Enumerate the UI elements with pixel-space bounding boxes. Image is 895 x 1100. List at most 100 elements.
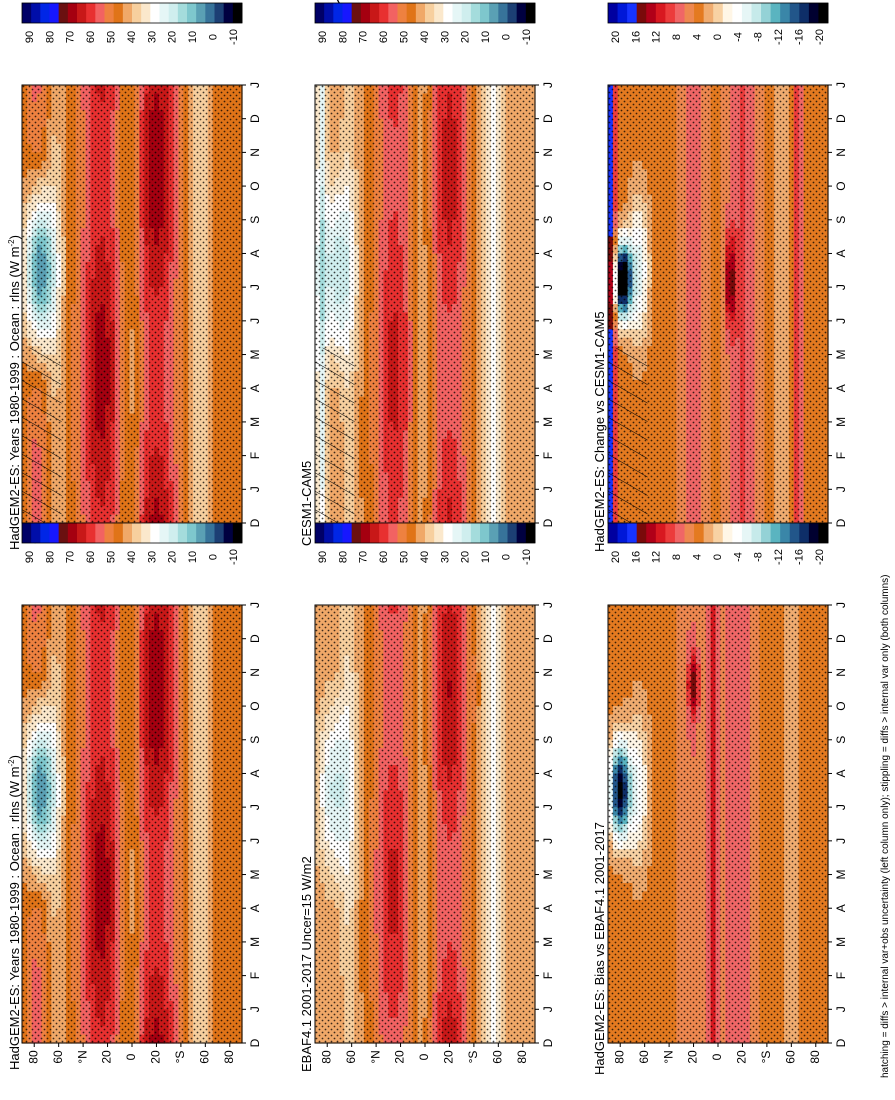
colorbar-label: 10: [187, 31, 199, 43]
x-tick-label: A: [248, 904, 262, 912]
colorbar-label: 20: [167, 31, 179, 43]
colorbar-label: 40: [126, 31, 138, 43]
colorbar-swatch: [31, 523, 41, 543]
colorbar-swatch: [159, 523, 170, 543]
x-tick-label: F: [248, 972, 262, 979]
x-tick-label: S: [248, 736, 262, 744]
colorbar-swatch: [22, 3, 32, 23]
x-tick-label: S: [248, 216, 262, 224]
colorbar-label: 90: [24, 551, 36, 563]
x-tick-label: A: [248, 769, 262, 777]
colorbar-label: 0: [208, 554, 220, 560]
colorbar-swatch: [104, 523, 115, 543]
colorbar-swatch: [150, 523, 160, 543]
colorbar-swatch: [187, 523, 197, 543]
colorbar-swatch: [177, 523, 188, 543]
y-tick-label: 80: [222, 1050, 236, 1064]
colorbar-swatch: [113, 3, 124, 23]
x-tick-label: J: [248, 838, 262, 844]
colorbar-label: 70: [65, 31, 77, 43]
colorbar-swatch: [168, 523, 179, 543]
colorbar-swatch: [177, 3, 188, 23]
colorbar-swatch: [196, 3, 206, 23]
y-tick-label: °S: [173, 1051, 187, 1064]
colorbar-swatch: [86, 523, 96, 543]
x-tick-label: J: [248, 486, 262, 492]
y-tick-label: 60: [198, 1050, 212, 1064]
x-tick-label: J: [248, 804, 262, 810]
colorbar-swatch: [132, 3, 142, 23]
colorbar-swatch: [168, 3, 179, 23]
x-tick-label: D: [248, 634, 262, 643]
x-tick-label: N: [248, 148, 262, 157]
colorbar-label: 50: [106, 551, 118, 563]
colorbar-swatch: [150, 3, 160, 23]
colorbar-swatch: [77, 3, 87, 23]
colorbar-swatch: [187, 3, 197, 23]
colorbar-swatch: [95, 523, 105, 543]
x-tick-label: J: [248, 318, 262, 324]
colorbar-swatch: [49, 523, 60, 543]
x-tick-label: O: [248, 181, 262, 190]
y-tick-label: 20: [149, 1050, 163, 1064]
colorbar-swatch: [196, 523, 206, 543]
x-tick-label: J: [248, 82, 262, 88]
colorbar-swatch: [214, 523, 225, 543]
x-tick-label: O: [248, 701, 262, 710]
colorbar-label: 70: [65, 551, 77, 563]
colorbar-label: 0: [208, 34, 220, 40]
colorbar-swatch: [232, 3, 243, 23]
x-tick-label: J: [248, 602, 262, 608]
colorbar-swatch: [49, 3, 60, 23]
x-tick-label: M: [248, 417, 262, 427]
colorbar-swatch: [40, 523, 50, 543]
y-tick-label: °N: [75, 1050, 89, 1063]
y-tick-label: 20: [100, 1050, 114, 1064]
x-tick-label: M: [248, 937, 262, 947]
colorbar-swatch: [67, 3, 78, 23]
colorbar-swatch: [141, 523, 151, 543]
stipple-overlay: [22, 605, 242, 1043]
colorbar-swatch: [232, 523, 243, 543]
y-tick-label: 80: [26, 1050, 40, 1064]
colorbar-swatch: [95, 3, 105, 23]
colorbar-swatch: [67, 523, 78, 543]
colorbar-label: 80: [44, 31, 56, 43]
colorbar-swatch: [141, 3, 151, 23]
colorbar-label: 60: [85, 31, 97, 43]
colorbar-swatch: [104, 3, 115, 23]
colorbar-swatch: [113, 523, 124, 543]
colorbar-swatch: [86, 3, 96, 23]
colorbar-swatch: [214, 3, 225, 23]
x-tick-label: D: [248, 518, 262, 527]
colorbar-swatch: [22, 523, 32, 543]
colorbar-frame: [21, 2, 243, 24]
x-tick-label: D: [248, 114, 262, 123]
colorbar-swatch: [58, 523, 69, 543]
panel-a-title: HadGEM2-ES: Years 1980-1999 : Ocean : rl…: [0, 0, 374, 4]
colorbar-swatch: [159, 3, 170, 23]
colorbar-swatch: [223, 523, 234, 543]
colorbar-label: 20: [167, 551, 179, 563]
x-tick-label: J: [248, 284, 262, 290]
colorbar-label: 50: [106, 31, 118, 43]
colorbar-swatch: [223, 3, 234, 23]
colorbar-label: 80: [44, 551, 56, 563]
colorbar-swatch: [77, 523, 87, 543]
y-tick-label: 60: [51, 1050, 65, 1064]
colorbar-swatch: [205, 3, 215, 23]
x-tick-label: M: [248, 870, 262, 880]
colorbar-label: 10: [187, 551, 199, 563]
colorbar-swatch: [58, 3, 69, 23]
x-tick-label: A: [248, 384, 262, 392]
x-tick-label: N: [248, 668, 262, 677]
colorbar-label: 30: [146, 31, 158, 43]
colorbar-label: 30: [146, 551, 158, 563]
colorbar-swatch: [122, 3, 133, 23]
